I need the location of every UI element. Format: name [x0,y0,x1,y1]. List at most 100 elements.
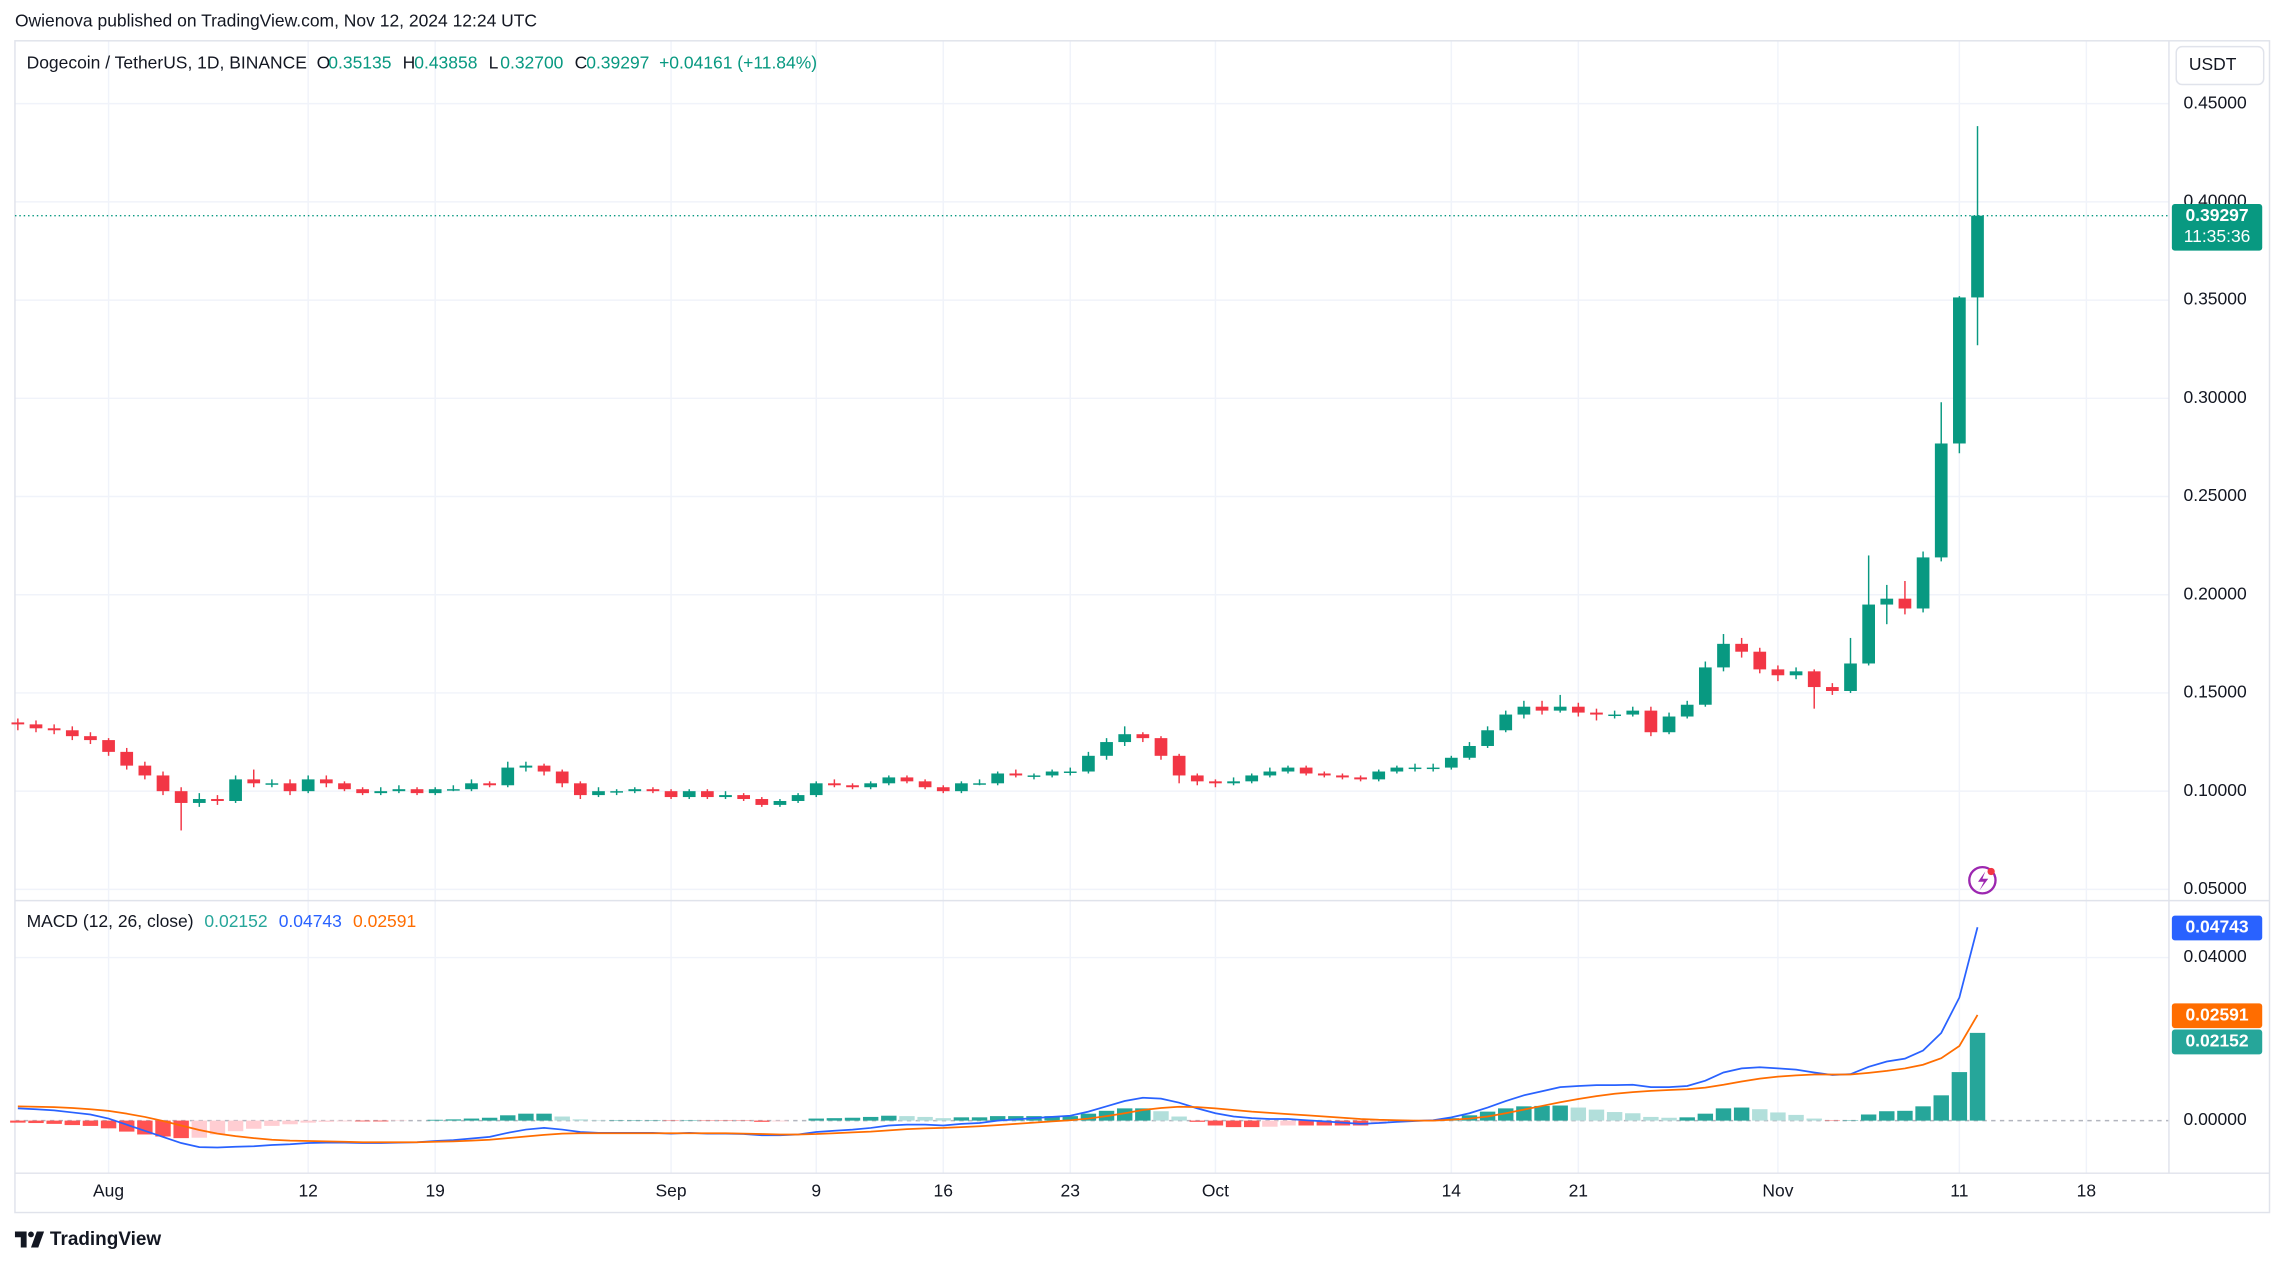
candle-body [573,783,587,796]
macd-histogram-bar [971,1117,988,1121]
axes: 0.05000 0.10000 0.15000 0.20000 0.25000 0.300… [93,92,2263,1201]
macd-value-box [2171,915,2263,941]
candle-body [537,765,551,772]
macd-histogram-bar [917,1116,933,1121]
candle-body [319,779,333,784]
currency[interactable]: USDT [2189,54,2237,74]
x-tick-label: Sep [656,1181,687,1201]
x-tick-label: 11 [1950,1181,1968,1201]
countdown: 11:35:36 [2184,226,2251,246]
candle-body [682,791,696,798]
candle-body [47,728,61,731]
macd-histogram-bar [1951,1072,1968,1121]
alert-dot[interactable] [1987,867,1995,876]
candle-body [211,799,224,801]
plot [10,126,2169,1149]
macd-histogram-bar [1879,1111,1895,1121]
candle-body [1735,643,1748,652]
candle-body [1009,773,1023,776]
candle-body [192,799,206,803]
legend-value: 0.39297 [586,53,649,73]
macd-histogram-bar [881,1115,897,1121]
macd-histogram-bar [844,1117,861,1121]
candle-body [483,783,496,786]
candle-body [1535,706,1549,711]
candle-body [1862,604,1875,664]
macd-histogram-bar [1897,1110,1913,1121]
candle-body [1299,767,1313,774]
currency-button[interactable] [2175,45,2265,86]
candle-body [846,785,859,788]
candle-body [1934,443,1948,558]
candle-body [973,783,986,785]
macd-histogram-bar [1697,1113,1714,1121]
candle-body [1045,771,1059,776]
candle-body [1154,738,1168,756]
candle-body [65,730,79,737]
candle-body [1517,706,1531,715]
macd-histogram-bar [1207,1120,1224,1126]
x-tick-label: Nov [1762,1181,1793,1201]
macd-histogram-bar [953,1117,970,1121]
legend-key: O [317,53,331,73]
macd-histogram-bar [445,1119,462,1121]
macd-histogram-bar [1915,1106,1931,1121]
macd-line [17,1014,1979,1144]
macd-histogram-bar [1171,1116,1187,1121]
candle-body [555,771,569,784]
candle-body [1263,771,1277,776]
macd-histogram-bar [209,1120,226,1135]
macd-histogram-bar [862,1116,879,1121]
legend-value: 0.35135 [328,53,391,73]
symbol: Dogecoin / TetherUS, 1D, BINANCE [27,53,307,73]
legend-key: H [403,53,416,73]
x-tick-label: 19 [425,1181,444,1201]
candle-body [1372,771,1386,780]
y-tick-label: 0.45000 [2184,92,2247,112]
candle-body [773,800,787,805]
macd-histogram-bar [1679,1117,1695,1121]
candle-body [1644,710,1658,733]
last-price-box [2171,204,2263,251]
y-tick-label: 0.10000 [2184,780,2247,800]
macd-histogram-bar [1280,1120,1296,1126]
candle-body [701,791,714,798]
macd-histogram-bar [1244,1120,1260,1128]
macd-histogram-bar [427,1119,443,1121]
candle-body [374,791,388,794]
candle-body [1063,771,1077,773]
candle-body [1027,775,1041,777]
macd-histogram-bar [318,1120,335,1122]
candle-body [1753,651,1767,670]
candle-body [1826,687,1839,691]
macd-histogram-bar [1643,1116,1659,1121]
candle-body [1807,671,1821,688]
macd-histogram-bar [1969,1032,1986,1121]
candle-body [610,791,623,793]
candle-body [755,799,769,805]
logo-dot [28,1231,34,1238]
candle-body [1898,598,1912,609]
x-tick-label: Oct [1202,1181,1229,1201]
chart-frame [14,40,2271,1214]
candle-body [1953,297,1966,444]
macd-histogram-bar [1788,1114,1804,1121]
macd-histogram-bar [373,1120,389,1122]
macd-histogram-bar [264,1120,280,1126]
macd-histogram-bar [1008,1116,1024,1121]
macd-histogram-bar [1225,1120,1242,1128]
macd-histogram-bar [1298,1120,1314,1126]
candle-body [1336,775,1349,778]
macd-value-label: 0.02152 [2185,1031,2248,1051]
candle-body [809,783,823,796]
alert-icon[interactable] [1968,865,1997,895]
candle-body [102,740,115,752]
alert-circle[interactable] [1968,865,1997,895]
macd-histogram-bar [246,1120,262,1129]
y-tick-label: 0.25000 [2184,485,2247,505]
macd-legend-value: 0.02152 [204,911,267,931]
alert-bolt[interactable] [1978,871,1989,891]
candle-body [900,777,914,782]
